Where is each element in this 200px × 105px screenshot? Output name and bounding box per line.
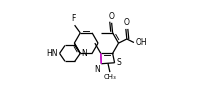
Text: O: O (108, 12, 114, 21)
Text: HN: HN (46, 49, 58, 58)
Text: N: N (94, 65, 100, 74)
Text: O: O (123, 18, 129, 27)
Text: S: S (117, 58, 121, 67)
Text: N: N (82, 49, 87, 58)
Text: CH₃: CH₃ (104, 74, 117, 80)
Text: F: F (71, 14, 76, 23)
Text: OH: OH (136, 38, 148, 47)
